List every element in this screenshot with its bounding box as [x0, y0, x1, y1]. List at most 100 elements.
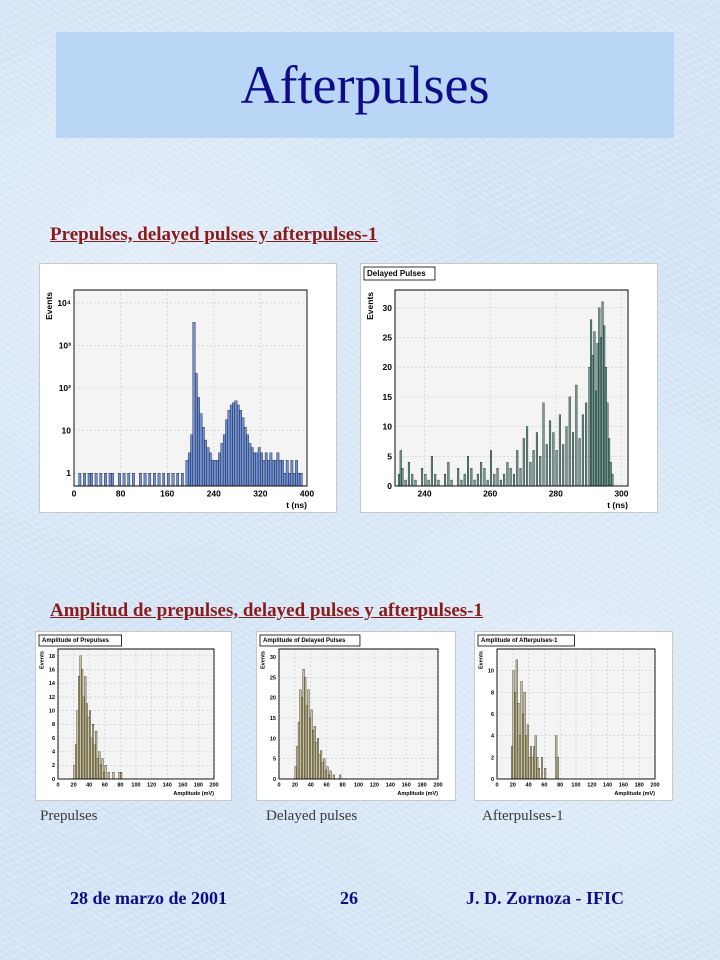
x-tick-label: 100 — [571, 783, 580, 789]
histogram-bar — [305, 705, 308, 780]
histogram-bar — [190, 434, 194, 487]
x-tick-label: 80 — [117, 783, 123, 789]
histogram-bar — [213, 460, 217, 487]
x-tick-label: 80 — [116, 489, 126, 499]
histogram-bar — [208, 452, 212, 487]
histogram-bar — [531, 757, 534, 780]
histogram-bar — [313, 726, 316, 780]
histogram-bar — [76, 710, 79, 780]
y-tick-label: 15 — [270, 716, 276, 722]
histogram-bar — [519, 468, 522, 487]
x-tick-label: 240 — [207, 489, 221, 499]
histogram-bar — [85, 703, 88, 780]
histogram-bar — [601, 301, 604, 487]
histogram-bar — [292, 473, 296, 487]
histogram-bar — [541, 757, 543, 780]
histogram-bar — [87, 473, 91, 487]
x-tick-label: 60 — [324, 783, 330, 789]
histogram-bar — [460, 479, 463, 487]
y-tick-label: 0 — [52, 777, 55, 783]
histogram-bar — [525, 735, 528, 780]
histogram-bar — [486, 479, 489, 487]
x-tick-label: 200 — [650, 783, 659, 789]
histogram-bar — [520, 681, 523, 780]
y-tick-label: 6 — [52, 736, 55, 742]
histogram-bar — [81, 669, 84, 780]
afterpulse-amplitude-chart: 0 20 40 60 80 100 120 140 160 180 200 0 2 4 6 8 10 Amplit… — [477, 634, 660, 797]
histogram-bar — [407, 462, 410, 487]
histogram-bar — [285, 460, 289, 487]
x-tick-label: 120 — [587, 783, 596, 789]
histogram-bar — [269, 452, 273, 487]
histogram-bar — [297, 473, 301, 487]
histogram-bar — [598, 307, 601, 487]
histogram-bar — [503, 473, 506, 487]
histogram-bar — [283, 473, 287, 487]
y-tick-label: 10² — [59, 383, 71, 393]
histogram-bar — [603, 325, 606, 487]
x-tick-label: 80 — [557, 783, 563, 789]
histogram-bar — [90, 473, 93, 487]
histogram-bar — [307, 689, 310, 780]
histogram-bar — [539, 456, 542, 487]
chart-title: Amplitude of Afterpulses-1 — [481, 638, 558, 644]
histogram-bar — [262, 460, 266, 487]
histogram-bar — [90, 737, 93, 780]
title-box: Afterpulses — [56, 32, 674, 138]
histogram-bar — [593, 331, 596, 487]
y-tick-label: 15 — [383, 392, 393, 402]
plot-frame — [73, 289, 308, 487]
amplitude-section-heading: Amplitud de prepulses, delayed pulses y … — [50, 600, 484, 621]
x-tick-label: 40 — [526, 783, 532, 789]
histogram-bar — [606, 402, 609, 487]
slide-title: Afterpulses — [240, 55, 490, 115]
y-tick-label: 4 — [491, 734, 495, 740]
histogram-bar — [476, 473, 479, 487]
histogram-bar — [108, 473, 112, 487]
histogram-bar — [473, 479, 476, 487]
histogram-bar — [562, 444, 565, 487]
histogram-bar — [424, 473, 427, 487]
y-tick-label: 4 — [52, 750, 56, 756]
histogram-bar — [187, 452, 191, 487]
histogram-bar — [578, 438, 581, 487]
histogram-bar — [197, 397, 200, 487]
chart-title: Amplitude of Delayed Pulses — [263, 638, 346, 644]
y-axis-label: Events — [479, 651, 485, 669]
x-axis-label: Amplitude (mV) — [614, 791, 655, 797]
prepulse-amplitude-panel: 0 20 40 60 80 100 120 140 160 180 200 0 2 4 6 8 10 12 14 16… — [35, 631, 232, 801]
prepulse-timing-panel: 0 80 160 240 320 400 1 10 10² 10³ 10⁴ t (ns) Events — [39, 263, 337, 513]
histogram-bar — [122, 473, 126, 487]
histogram-bar — [181, 473, 184, 487]
afterpulse-amplitude-panel: 0 20 40 60 80 100 120 140 160 180 200 0 2 4 6 8 10 Amplit… — [474, 631, 673, 801]
x-tick-label: 180 — [194, 783, 203, 789]
histogram-bar — [271, 460, 275, 487]
histogram-bar — [522, 438, 525, 487]
x-tick-label: 180 — [635, 783, 644, 789]
histogram-bar — [299, 473, 303, 487]
prepulse-timing-chart: 0 80 160 240 320 400 1 10 10² 10³ 10⁴ t (ns) Events — [44, 289, 314, 510]
chart-title-box — [477, 634, 575, 647]
histogram-bar — [529, 462, 532, 487]
histogram-bar — [493, 473, 496, 487]
x-tick-label: 0 — [56, 783, 59, 789]
y-tick-label: 16 — [49, 667, 55, 673]
histogram-bar — [257, 447, 261, 487]
histogram-bar — [120, 771, 123, 780]
histogram-bar — [206, 447, 210, 487]
plot-frame — [496, 648, 656, 780]
histogram-bar — [290, 460, 294, 487]
histogram-bar — [132, 473, 135, 487]
histogram-bar — [444, 473, 447, 487]
histogram-bar — [118, 771, 121, 780]
histogram-bar — [176, 473, 180, 487]
y-tick-label: 0 — [273, 777, 276, 783]
x-tick-label: 160 — [619, 783, 628, 789]
histogram-bar — [526, 724, 529, 780]
histogram-bar — [253, 452, 256, 487]
histogram-bar — [467, 456, 470, 487]
histogram-bar — [199, 413, 203, 487]
histogram-bar — [264, 452, 268, 487]
y-tick-label: 8 — [491, 690, 494, 696]
histogram-bar — [555, 735, 558, 780]
